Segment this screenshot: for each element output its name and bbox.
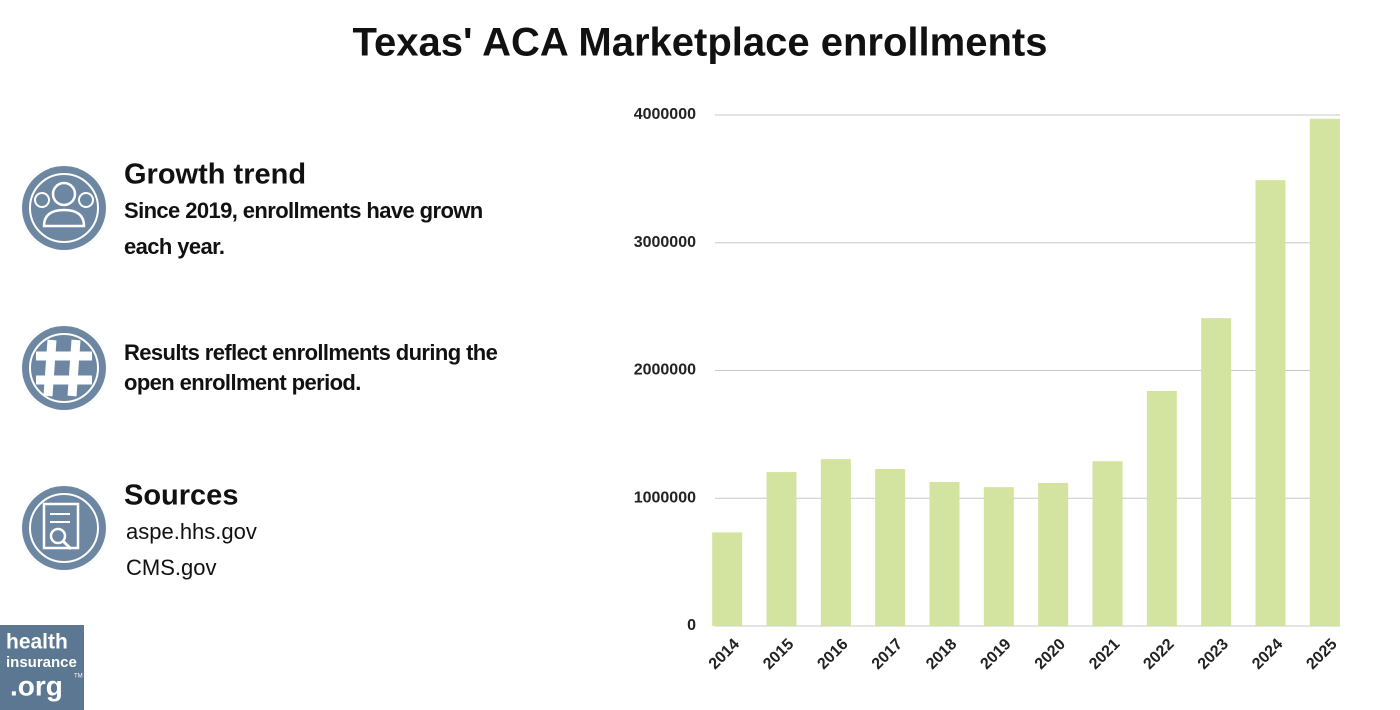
y-tick-label: 0	[687, 617, 696, 634]
source-link: aspe.hhs.gov	[126, 519, 257, 544]
heading: Growth trend	[124, 159, 306, 191]
text-line: open enrollment period.	[124, 370, 361, 395]
x-tick-label: 2024	[1249, 636, 1286, 673]
bar	[1092, 461, 1123, 626]
heading: Sources	[124, 480, 238, 512]
bar	[712, 532, 743, 626]
source-link: CMS.gov	[126, 555, 216, 580]
logo-text: insurance	[6, 654, 77, 671]
logo-text: .org	[10, 670, 63, 701]
people-icon	[22, 166, 106, 250]
text-line: Since 2019, enrollments have grown	[124, 198, 483, 223]
x-tick-label: 2018	[923, 636, 960, 673]
bar	[1255, 180, 1286, 626]
bar	[1146, 390, 1177, 626]
bar	[983, 487, 1014, 626]
bar	[820, 459, 851, 626]
text-line: each year.	[124, 234, 224, 259]
x-tick-label: 2017	[869, 636, 906, 673]
bar	[875, 468, 906, 626]
bar	[1201, 318, 1232, 626]
x-tick-label: 2014	[706, 636, 743, 673]
x-tick-label: 2016	[814, 636, 851, 673]
x-tick-label: 2025	[1303, 636, 1340, 673]
x-tick-label: 2020	[1032, 636, 1069, 673]
document-icon	[22, 486, 106, 570]
chart-title: Texas' ACA Marketplace enrollments	[353, 21, 1048, 65]
x-tick-label: 2015	[760, 636, 797, 673]
bar	[1038, 482, 1069, 626]
text-line: Results reflect enrollments during the	[124, 340, 498, 365]
x-tick-label: 2019	[977, 636, 1014, 673]
logo-text: health	[6, 631, 68, 654]
x-tick-label: 2022	[1140, 636, 1177, 673]
bar	[1309, 118, 1340, 627]
bar	[929, 482, 960, 626]
hash-icon	[22, 326, 106, 410]
bar	[766, 472, 797, 626]
x-tick-label: 2023	[1195, 636, 1232, 673]
x-tick-label: 2021	[1086, 636, 1123, 673]
logo: health insurance .org TM	[0, 625, 84, 710]
y-tick-label: 1000000	[634, 489, 696, 506]
logo-mark: TM	[74, 674, 83, 680]
y-tick-label: 4000000	[634, 106, 696, 123]
y-tick-label: 3000000	[634, 234, 696, 251]
y-tick-label: 2000000	[634, 362, 696, 379]
